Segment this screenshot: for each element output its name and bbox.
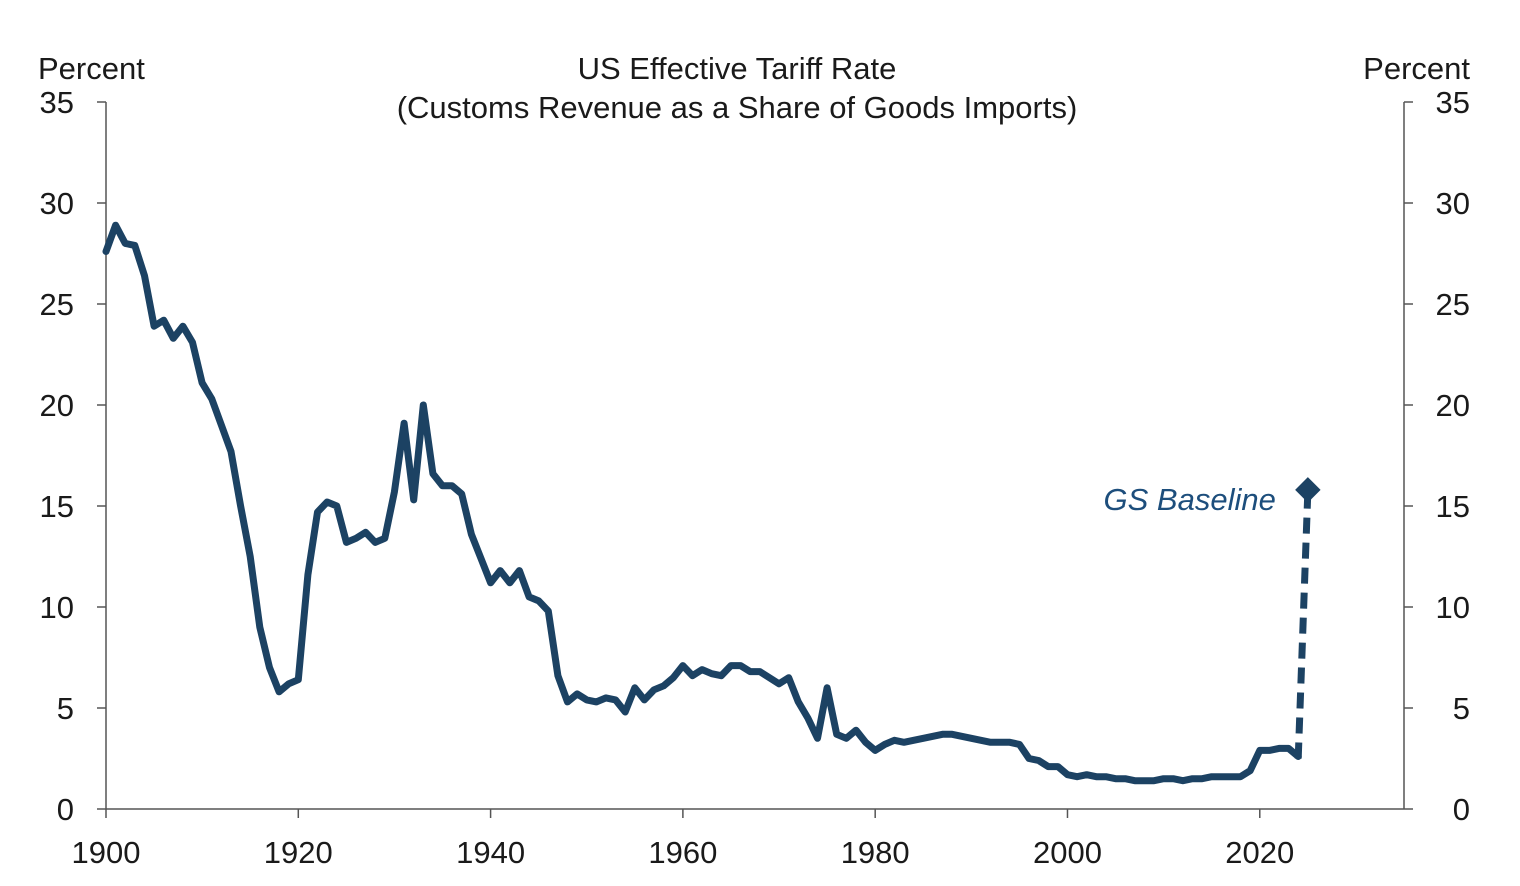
x-tick-label: 1980 bbox=[841, 835, 910, 870]
chart-title: US Effective Tariff Rate bbox=[578, 51, 897, 86]
left-y-tick-label: 10 bbox=[40, 590, 74, 625]
x-tick-label: 1900 bbox=[72, 835, 141, 870]
tariff-rate-line bbox=[102, 221, 1302, 785]
right-y-tick-label: 15 bbox=[1436, 489, 1470, 524]
axes bbox=[105, 102, 1405, 810]
right-y-tick-label: 5 bbox=[1453, 691, 1470, 726]
x-tick-label: 1920 bbox=[264, 835, 333, 870]
right-y-tick-label: 0 bbox=[1453, 792, 1470, 827]
right-y-tick-label: 20 bbox=[1436, 388, 1470, 423]
left-y-tick-label: 25 bbox=[40, 287, 74, 322]
x-tick-label: 1940 bbox=[456, 835, 525, 870]
right-axis-unit-label: Percent bbox=[1363, 51, 1470, 86]
left-axis-unit-label: Percent bbox=[38, 51, 145, 86]
right-y-tick-label: 35 bbox=[1436, 85, 1470, 120]
gs-baseline-dashed-line bbox=[1294, 489, 1312, 759]
left-y-tick-label: 0 bbox=[57, 792, 74, 827]
x-tick-label: 2020 bbox=[1225, 835, 1294, 870]
right-y-tick-label: 25 bbox=[1436, 287, 1470, 322]
chart-subtitle: (Customs Revenue as a Share of Goods Imp… bbox=[397, 90, 1078, 125]
left-y-tick-label: 35 bbox=[40, 85, 74, 120]
left-y-tick-label: 5 bbox=[57, 691, 74, 726]
x-tick-label: 1960 bbox=[648, 835, 717, 870]
left-y-tick-label: 30 bbox=[40, 186, 74, 221]
right-y-tick-label: 10 bbox=[1436, 590, 1470, 625]
gs-baseline-label: GS Baseline bbox=[1104, 482, 1276, 517]
x-axis: 1900 1920 1940 1960 1980 2000 2020 bbox=[72, 809, 1294, 870]
gs-baseline-diamond-marker bbox=[1295, 477, 1321, 503]
right-y-axis: 0 5 10 15 20 25 30 35 bbox=[1404, 85, 1470, 827]
left-y-tick-label: 15 bbox=[40, 489, 74, 524]
right-y-tick-label: 30 bbox=[1436, 186, 1470, 221]
left-y-axis: 0 5 10 15 20 25 30 35 bbox=[40, 85, 106, 827]
left-y-tick-label: 20 bbox=[40, 388, 74, 423]
x-tick-label: 2000 bbox=[1033, 835, 1102, 870]
